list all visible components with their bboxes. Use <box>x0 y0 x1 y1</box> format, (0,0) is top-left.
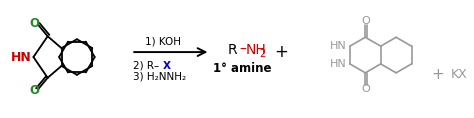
Text: O: O <box>361 84 370 94</box>
Text: O: O <box>361 16 370 26</box>
Text: –: – <box>239 43 246 57</box>
Text: +: + <box>431 67 444 82</box>
Text: O: O <box>30 17 40 30</box>
Text: NH: NH <box>246 43 267 57</box>
Text: X: X <box>163 61 171 71</box>
Text: HN: HN <box>330 59 347 69</box>
Text: 2) R–: 2) R– <box>133 61 159 71</box>
Text: O: O <box>30 84 40 97</box>
Text: 2: 2 <box>260 49 266 59</box>
Text: HN: HN <box>330 41 347 51</box>
Text: 1° amine: 1° amine <box>213 62 271 75</box>
Text: HN: HN <box>11 51 31 63</box>
Text: R: R <box>228 43 238 57</box>
Text: 3) H₂NNH₂: 3) H₂NNH₂ <box>133 72 186 82</box>
Text: KX: KX <box>450 68 467 81</box>
Text: +: + <box>274 43 288 61</box>
Text: 1) KOH: 1) KOH <box>145 36 181 46</box>
